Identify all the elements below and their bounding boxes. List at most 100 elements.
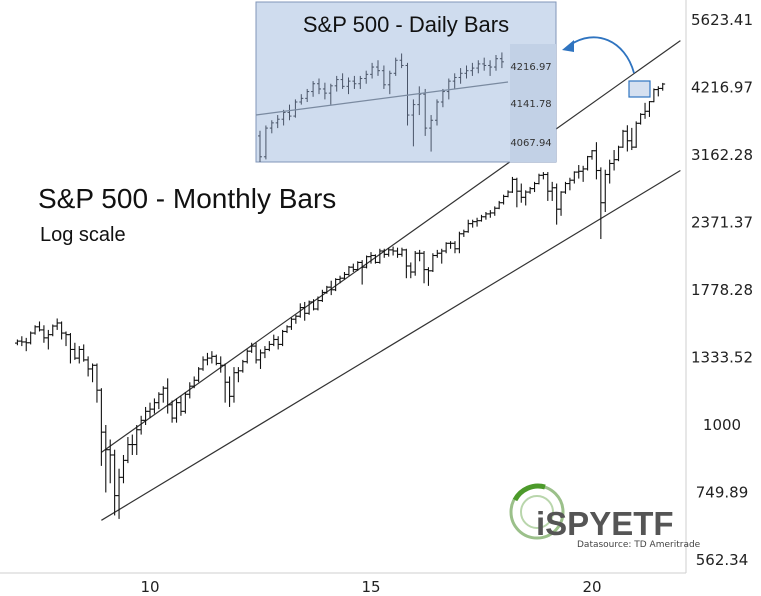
inset-trend-line	[255, 81, 509, 116]
daily-ohlc-bar	[311, 81, 316, 97]
daily-ohlc-bar	[328, 83, 333, 105]
monthly-ohlc-bar	[492, 206, 498, 216]
monthly-ohlc-bar	[328, 280, 334, 296]
monthly-ohlc-bar	[470, 219, 476, 228]
monthly-ohlc-bar	[134, 424, 140, 455]
monthly-ohlc-bar	[209, 351, 215, 364]
monthly-ohlc-bar	[620, 129, 626, 148]
daily-ohlc-bar	[488, 60, 493, 76]
monthly-bars	[15, 82, 666, 519]
daily-ohlc-bar	[393, 57, 398, 76]
monthly-ohlc-bar	[457, 231, 462, 254]
monthly-ohlc-bar	[408, 262, 414, 279]
monthly-ohlc-bar	[439, 248, 445, 264]
monthly-ohlc-bar	[510, 176, 515, 193]
monthly-ohlc-bar	[465, 219, 471, 233]
monthly-ohlc-bar	[567, 177, 573, 191]
x-axis-ticks: 10 15 20	[140, 578, 601, 596]
inset-y-tick-label: 4216.97	[510, 62, 551, 73]
monthly-ohlc-bar	[452, 241, 458, 254]
monthly-ohlc-bar	[518, 183, 524, 203]
monthly-ohlc-bar	[160, 386, 166, 403]
monthly-ohlc-bar	[594, 142, 599, 180]
monthly-ohlc-bar	[98, 388, 104, 466]
monthly-ohlc-bar	[178, 396, 184, 416]
y-tick-label: 1778.28	[691, 281, 753, 299]
monthly-ohlc-bar	[479, 214, 484, 222]
monthly-ohlc-bar	[45, 329, 51, 350]
monthly-ohlc-bar	[655, 86, 661, 97]
monthly-ohlc-bar	[359, 260, 365, 285]
monthly-ohlc-bar	[434, 249, 440, 258]
monthly-ohlc-bar	[642, 102, 648, 119]
monthly-ohlc-bar	[297, 303, 303, 318]
monthly-ohlc-bar	[346, 265, 352, 276]
monthly-ohlc-bar	[607, 159, 613, 184]
monthly-ohlc-bar	[244, 349, 250, 364]
daily-ohlc-bar	[334, 75, 339, 92]
monthly-ohlc-bar	[514, 177, 520, 208]
chart-title: S&P 500 - Monthly Bars	[38, 183, 336, 214]
daily-ohlc-bar	[364, 70, 369, 84]
monthly-ohlc-bar	[138, 415, 144, 435]
daily-ohlc-bar	[287, 104, 292, 121]
monthly-ohlc-bar	[426, 267, 431, 286]
monthly-ohlc-bar	[448, 241, 453, 249]
monthly-ohlc-bar	[200, 356, 206, 371]
daily-ohlc-bar	[352, 75, 357, 89]
monthly-ohlc-bar	[412, 251, 418, 276]
monthly-ohlc-bar	[218, 356, 224, 373]
y-axis-ticks: 5623.41 4216.97 3162.28 2371.37 1778.28 1333.…	[691, 11, 753, 569]
monthly-ohlc-bar	[483, 211, 489, 220]
monthly-ohlc-bar	[311, 299, 316, 311]
monthly-ohlc-bar	[271, 334, 277, 347]
monthly-ohlc-bar	[443, 242, 449, 254]
monthly-ohlc-bar	[85, 356, 91, 377]
monthly-ohlc-bar	[191, 376, 197, 389]
daily-ohlc-bar	[405, 62, 410, 126]
x-tick-label: 15	[361, 578, 380, 596]
daily-ohlc-bar	[387, 70, 392, 95]
inset-axis-band	[510, 44, 556, 162]
y-tick-label: 562.34	[696, 551, 749, 569]
monthly-ohlc-bar	[647, 101, 652, 117]
monthly-ohlc-bar	[501, 194, 506, 205]
channel-upper-line	[101, 40, 681, 453]
logo-arc	[512, 483, 546, 502]
monthly-ohlc-bar	[487, 210, 493, 218]
monthly-ohlc-bar	[165, 378, 171, 414]
monthly-ohlc-bar	[19, 336, 25, 347]
monthly-ohlc-bar	[549, 181, 555, 201]
daily-inset: S&P 500 - Daily Bars 4216.97 4141.78 4067.…	[255, 1, 557, 163]
daily-ohlc-bar	[464, 65, 469, 79]
daily-ohlc-bar	[370, 62, 375, 79]
daily-ohlc-bar	[281, 109, 286, 126]
data-source: Datasource: TD Ameritrade	[577, 540, 701, 550]
daily-ohlc-bar	[322, 82, 327, 100]
monthly-ohlc-bar	[227, 376, 232, 407]
y-tick-label: 5623.41	[691, 11, 753, 29]
monthly-ohlc-bar	[571, 171, 577, 184]
monthly-ohlc-bar	[289, 317, 294, 330]
monthly-ohlc-bar	[54, 318, 60, 330]
monthly-ohlc-bar	[262, 346, 268, 359]
monthly-ohlc-bar	[496, 200, 502, 210]
monthly-ohlc-bar	[333, 278, 339, 292]
monthly-ohlc-bar	[390, 246, 396, 256]
monthly-ohlc-bar	[624, 125, 630, 152]
monthly-ohlc-bar	[580, 165, 586, 182]
recent-highlight-box	[628, 80, 651, 98]
monthly-ohlc-bar	[461, 229, 467, 237]
daily-ohlc-bar	[299, 94, 304, 105]
daily-ohlc-bar	[411, 99, 416, 147]
daily-ohlc-bar	[269, 120, 274, 134]
monthly-ohlc-bar	[23, 337, 29, 352]
monthly-ohlc-bar	[598, 167, 604, 240]
monthly-ohlc-bar	[545, 172, 551, 201]
daily-ohlc-bar	[358, 75, 363, 89]
monthly-ohlc-bar	[81, 344, 87, 362]
monthly-ohlc-bar	[196, 367, 202, 383]
monthly-ohlc-bar	[315, 296, 321, 311]
daily-ohlc-bar	[263, 125, 268, 160]
monthly-ohlc-bar	[337, 275, 343, 284]
